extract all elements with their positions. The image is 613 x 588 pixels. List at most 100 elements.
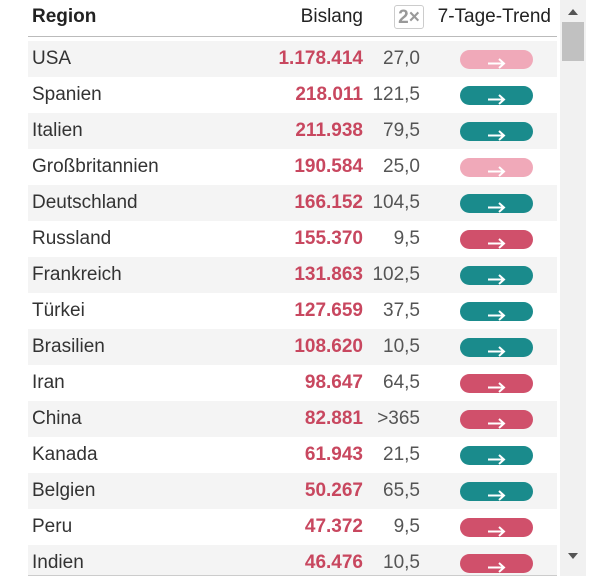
trend-pill bbox=[460, 338, 533, 357]
table-row[interactable]: Russland 155.370 9,5 bbox=[28, 221, 557, 257]
trend-arrow bbox=[488, 562, 506, 573]
region-name: Großbritannien bbox=[32, 156, 159, 177]
arrow-icon bbox=[488, 166, 506, 177]
cases-total: 211.938 bbox=[295, 120, 363, 141]
scrollbar[interactable] bbox=[560, 0, 586, 576]
table-row[interactable]: Peru 47.372 9,5 bbox=[28, 509, 557, 545]
region-name: Iran bbox=[32, 372, 65, 393]
table-body: USA 1.178.414 27,0 Spanien 218.011 121,5 Itali… bbox=[28, 41, 557, 576]
arrow-icon bbox=[488, 58, 506, 69]
trend-pill bbox=[460, 266, 533, 285]
trend-pill bbox=[460, 518, 533, 537]
cases-total: 50.267 bbox=[304, 480, 363, 501]
table-row[interactable]: Belgien 50.267 65,5 bbox=[28, 473, 557, 509]
arrow-icon bbox=[488, 454, 506, 465]
table-row[interactable]: Spanien 218.011 121,5 bbox=[28, 77, 557, 113]
region-name: Brasilien bbox=[32, 336, 105, 357]
trend-arrow bbox=[488, 490, 506, 501]
table-row[interactable]: USA 1.178.414 27,0 bbox=[28, 41, 557, 77]
region-name: Russland bbox=[32, 228, 112, 249]
scroll-up[interactable] bbox=[568, 9, 578, 15]
doubling-days: 10,5 bbox=[383, 552, 420, 573]
arrow-icon bbox=[488, 310, 506, 321]
trend-arrow bbox=[488, 274, 506, 285]
trend-pill bbox=[460, 302, 533, 321]
cases-total: 82.881 bbox=[304, 408, 363, 429]
cases-total: 127.659 bbox=[294, 300, 363, 321]
doubling-days: 9,5 bbox=[393, 516, 420, 537]
region-name: China bbox=[32, 408, 82, 429]
table-row[interactable]: Italien 211.938 79,5 bbox=[28, 113, 557, 149]
trend-arrow bbox=[488, 346, 506, 357]
cases-total: 1.178.414 bbox=[278, 48, 363, 69]
header-region[interactable]: Region bbox=[32, 6, 97, 27]
trend-arrow bbox=[488, 94, 506, 105]
table-row[interactable]: Brasilien 108.620 10,5 bbox=[28, 329, 557, 365]
trend-pill bbox=[460, 374, 533, 393]
trend-pill bbox=[460, 446, 533, 465]
table-row[interactable]: Frankreich 131.863 102,5 bbox=[28, 257, 557, 293]
doubling-days: 64,5 bbox=[383, 372, 420, 393]
cases-total: 155.370 bbox=[294, 228, 363, 249]
doubling-days: 79,5 bbox=[383, 120, 420, 141]
arrow-icon bbox=[488, 382, 506, 393]
region-name: Indien bbox=[32, 552, 84, 573]
trend-arrow bbox=[488, 166, 506, 177]
cases-total: 131.863 bbox=[294, 264, 363, 285]
scroll-down[interactable] bbox=[568, 553, 578, 559]
trend-pill bbox=[460, 86, 533, 105]
trend-pill bbox=[460, 230, 533, 249]
arrow-icon bbox=[488, 490, 506, 501]
trend-arrow bbox=[488, 202, 506, 213]
cases-total: 98.647 bbox=[304, 372, 363, 393]
doubling-days: >365 bbox=[377, 408, 420, 429]
header-trend[interactable]: 7-Tage-Trend bbox=[437, 6, 551, 27]
arrow-icon bbox=[488, 418, 506, 429]
arrow-icon bbox=[488, 202, 506, 213]
region-name: Italien bbox=[32, 120, 83, 141]
table-row[interactable]: Iran 98.647 64,5 bbox=[28, 365, 557, 401]
region-name: Deutschland bbox=[32, 192, 138, 213]
cases-total: 190.584 bbox=[294, 156, 363, 177]
table-row[interactable]: Großbritannien 190.584 25,0 bbox=[28, 149, 557, 185]
doubling-days: 121,5 bbox=[372, 84, 420, 105]
table-row[interactable]: Kanada 61.943 21,5 bbox=[28, 437, 557, 473]
header-cases[interactable]: Bislang bbox=[300, 6, 363, 27]
bottom-rule bbox=[28, 575, 557, 576]
doubling-days: 65,5 bbox=[383, 480, 420, 501]
arrow-icon bbox=[488, 346, 506, 357]
trend-pill bbox=[460, 158, 533, 177]
doubling-days: 102,5 bbox=[372, 264, 420, 285]
trend-arrow bbox=[488, 130, 506, 141]
scroll-thumb[interactable] bbox=[562, 22, 584, 61]
doubling-days: 37,5 bbox=[383, 300, 420, 321]
header-doubling[interactable]: 2× bbox=[394, 5, 424, 29]
arrow-icon bbox=[488, 238, 506, 249]
table-row[interactable]: Indien 46.476 10,5 bbox=[28, 545, 557, 576]
trend-pill bbox=[460, 482, 533, 501]
arrow-icon bbox=[488, 274, 506, 285]
region-name: Peru bbox=[32, 516, 73, 537]
trend-arrow bbox=[488, 454, 506, 465]
trend-arrow bbox=[488, 58, 506, 69]
doubling-days: 25,0 bbox=[383, 156, 420, 177]
doubling-days: 104,5 bbox=[372, 192, 420, 213]
doubling-days: 21,5 bbox=[383, 444, 420, 465]
cases-total: 61.943 bbox=[304, 444, 363, 465]
doubling-days: 10,5 bbox=[383, 336, 420, 357]
table-row[interactable]: China 82.881 >365 bbox=[28, 401, 557, 437]
arrow-icon bbox=[488, 94, 506, 105]
table-row[interactable]: Türkei 127.659 37,5 bbox=[28, 293, 557, 329]
trend-arrow bbox=[488, 526, 506, 537]
cases-total: 46.476 bbox=[304, 552, 363, 573]
doubling-days: 9,5 bbox=[393, 228, 420, 249]
trend-arrow bbox=[488, 418, 506, 429]
trend-pill bbox=[460, 554, 533, 573]
trend-arrow bbox=[488, 382, 506, 393]
table-row[interactable]: Deutschland 166.152 104,5 bbox=[28, 185, 557, 221]
cases-total: 218.011 bbox=[295, 84, 363, 105]
cases-total: 47.372 bbox=[304, 516, 363, 537]
arrow-icon bbox=[488, 130, 506, 141]
trend-pill bbox=[460, 50, 533, 69]
